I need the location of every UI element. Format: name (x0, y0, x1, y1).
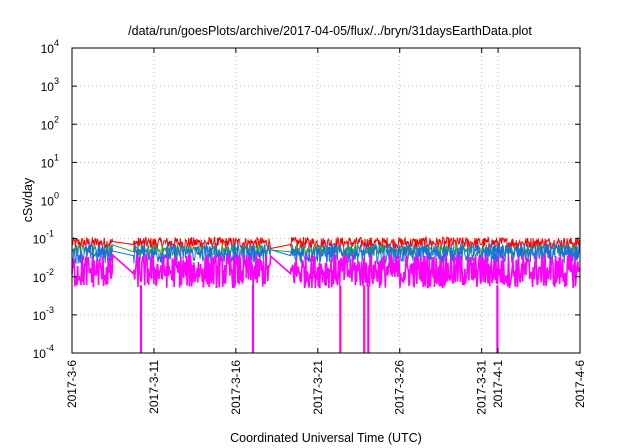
x-tick-label: 2017-4-6 (573, 360, 587, 408)
y-tick-label: 10-2 (33, 267, 54, 285)
data-series-line (71, 252, 581, 289)
y-tick-label: 10-1 (33, 229, 54, 247)
data-series-line (71, 242, 580, 266)
x-tick-label: 2017-3-21 (311, 360, 325, 415)
y-axis-label: cSv/day (21, 177, 35, 222)
y-tick-label: 10-4 (33, 343, 54, 361)
data-series-line (71, 235, 580, 251)
x-tick-label: 2017-3-31 (475, 360, 489, 415)
data-series-group (71, 235, 581, 353)
chart-title: /data/run/goesPlots/archive/2017-04-05/f… (128, 24, 532, 38)
y-tick-label: 100 (41, 191, 59, 209)
x-tick-label: 2017-3-11 (147, 360, 161, 414)
y-tick-label: 10-3 (33, 305, 54, 323)
x-axis-ticks: 2017-3-6 2017-3-11 2017-3-16 2017-3-21 2017-… (65, 48, 587, 415)
y-tick-label: 101 (41, 152, 59, 170)
x-tick-label: 2017-4-1 (491, 360, 505, 408)
y-tick-label: 104 (41, 38, 59, 56)
x-tick-label: 2017-3-6 (65, 360, 79, 408)
y-axis-ticks: 10-4 10-3 10-2 10-1 100 101 102 103 104 (33, 38, 580, 361)
grid-lines (72, 48, 580, 353)
y-tick-label: 103 (41, 76, 59, 94)
x-tick-label: 2017-3-16 (229, 360, 243, 415)
y-tick-label: 102 (41, 114, 59, 132)
x-axis-label: Coordinated Universal Time (UTC) (230, 431, 422, 445)
x-tick-label: 2017-3-26 (393, 360, 407, 415)
